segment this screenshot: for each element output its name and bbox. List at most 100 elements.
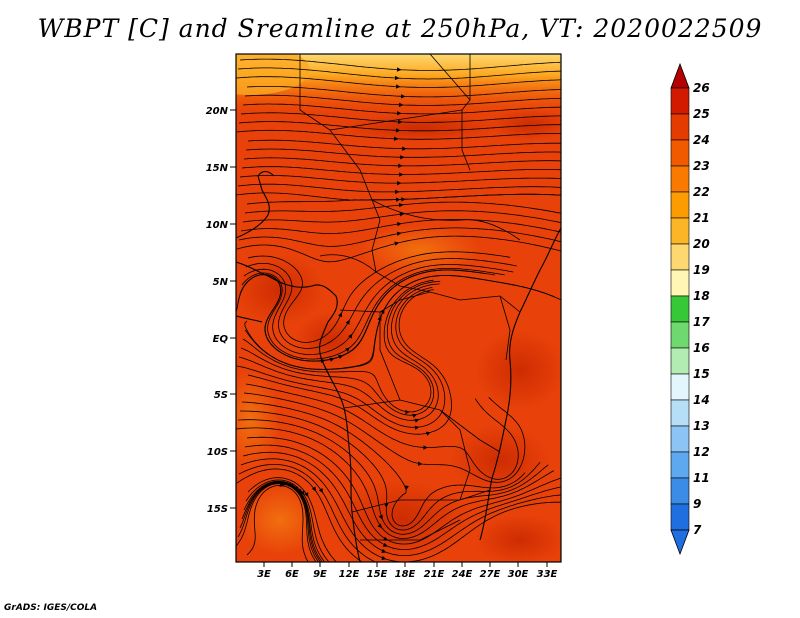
streamline-arrow	[382, 542, 388, 547]
streamline-arrow	[395, 189, 400, 195]
colorbar-label: 22	[693, 185, 710, 199]
coastlines	[236, 170, 561, 562]
latitude-axis: 20N 15N 10N 5N EQ 5S 10S 15S	[206, 106, 236, 515]
streamline-arrow	[399, 172, 404, 177]
streamline-arrow	[401, 94, 406, 99]
colorbar-swatch	[670, 451, 690, 479]
streamline-arrow	[398, 119, 403, 125]
lat-label: 10S	[207, 447, 228, 458]
streamline-arrow	[348, 333, 353, 339]
streamline-arrow	[405, 409, 410, 415]
wbpt-field	[236, 54, 561, 562]
colorbar-label: 21	[693, 211, 710, 225]
streamline-arrow	[381, 548, 387, 554]
colorbar-label: 19	[693, 263, 710, 277]
streamline-arrow	[394, 241, 400, 246]
grads-credit: GrADS: IGES/COLA	[4, 603, 98, 613]
colorbar-max-arrow	[670, 62, 690, 89]
streamline-arrow	[397, 180, 402, 186]
colorbar-swatch	[670, 477, 690, 505]
colorbar-swatch	[670, 165, 690, 193]
streamline-arrow	[377, 523, 383, 529]
streamline-arrow	[404, 485, 409, 491]
streamline-arrow	[402, 146, 407, 151]
colorbar-label: 23	[693, 159, 710, 173]
streamline-arrow	[412, 413, 418, 418]
lat-label: 15N	[206, 163, 229, 174]
streamline-arrow	[381, 555, 387, 561]
colorbar-label: 15	[693, 367, 710, 381]
streamline-arrow	[378, 514, 383, 520]
streamline-arrow	[293, 485, 299, 491]
colorbar-swatch	[670, 425, 690, 453]
colorbar-label: 25	[693, 107, 710, 121]
political-borders	[299, 54, 521, 541]
colorbar-swatch	[670, 503, 690, 531]
colorbar-swatch	[670, 217, 690, 245]
colorbar-label: 16	[693, 341, 710, 355]
streamline-arrow	[345, 347, 350, 352]
colorbar-swatch	[670, 321, 690, 349]
colorbar-swatch	[670, 113, 690, 141]
colorbar-label: 9	[693, 497, 701, 511]
colorbar-label: 20	[693, 237, 710, 251]
map-title: WBPT [C] and Sreamline at 250hPa, VT: 20…	[37, 14, 763, 43]
colorbar-swatch	[670, 295, 690, 323]
streamline-arrow	[395, 84, 401, 89]
colorbar-swatch	[670, 347, 690, 375]
streamline-arrow	[396, 128, 401, 133]
colorbar-label: 17	[693, 315, 710, 329]
colorbar-label: 11	[693, 471, 710, 485]
plot-frame	[235, 53, 562, 563]
streamline-arrow	[425, 431, 431, 436]
colorbar-label: 14	[693, 393, 710, 407]
streamline-arrow	[423, 445, 428, 450]
streamline-arrow	[398, 202, 404, 208]
streamline-arrow	[397, 222, 402, 227]
longitude-axis: 3E 6E 9E 12E 15E 18E 21E 24E 27E 30E 33E	[257, 562, 558, 580]
colorbar-swatch	[670, 191, 690, 219]
colorbar-label: 24	[693, 133, 710, 147]
streamline-arrow	[394, 136, 399, 141]
lat-label: EQ	[213, 334, 229, 345]
streamline-arrow	[399, 212, 405, 217]
streamline-arrow	[297, 488, 302, 494]
lon-label: 15E	[367, 569, 388, 580]
colorbar-label: 13	[693, 419, 710, 433]
streamline-arrow	[304, 492, 309, 498]
lat-label: 10N	[206, 220, 229, 231]
streamlines	[236, 58, 561, 562]
colorbar-min-arrow	[670, 529, 690, 556]
streamline-arrow	[338, 312, 343, 318]
colorbar-swatch	[670, 373, 690, 401]
colorbar-label: 12	[693, 445, 710, 459]
streamline-arrow	[396, 67, 402, 72]
lon-label: 3E	[257, 569, 271, 580]
streamline-arrow	[399, 102, 404, 108]
streamline-arrow	[345, 319, 350, 325]
colorbar-label: 26	[693, 81, 710, 95]
streamline-arrow	[300, 490, 305, 496]
lon-label: 30E	[508, 569, 529, 580]
colorbar-swatch	[670, 87, 690, 115]
lon-label: 18E	[395, 569, 416, 580]
streamline-arrow	[311, 486, 317, 492]
streamline-arrow	[384, 503, 389, 508]
colorbar-swatch	[670, 243, 690, 271]
colorbar: 26 25 24 23 22 21 20 19 18 17 16 15 14 13 12 11 9 7	[670, 62, 710, 556]
streamline-arrow	[417, 461, 423, 466]
streamline-arrow	[396, 231, 402, 236]
streamline-arrow	[282, 481, 288, 486]
lon-label: 6E	[285, 569, 299, 580]
streamline-arrow	[397, 111, 402, 116]
lat-label: 15S	[207, 504, 228, 515]
lon-label: 21E	[424, 569, 445, 580]
colorbar-label: 7	[693, 523, 702, 537]
streamline-arrow	[279, 482, 285, 487]
streamline-arrow	[394, 75, 400, 81]
lon-label: 24E	[452, 569, 473, 580]
lat-label: 5N	[213, 277, 229, 288]
streamline-arrow	[401, 197, 406, 202]
streamline-arrow	[383, 536, 389, 541]
